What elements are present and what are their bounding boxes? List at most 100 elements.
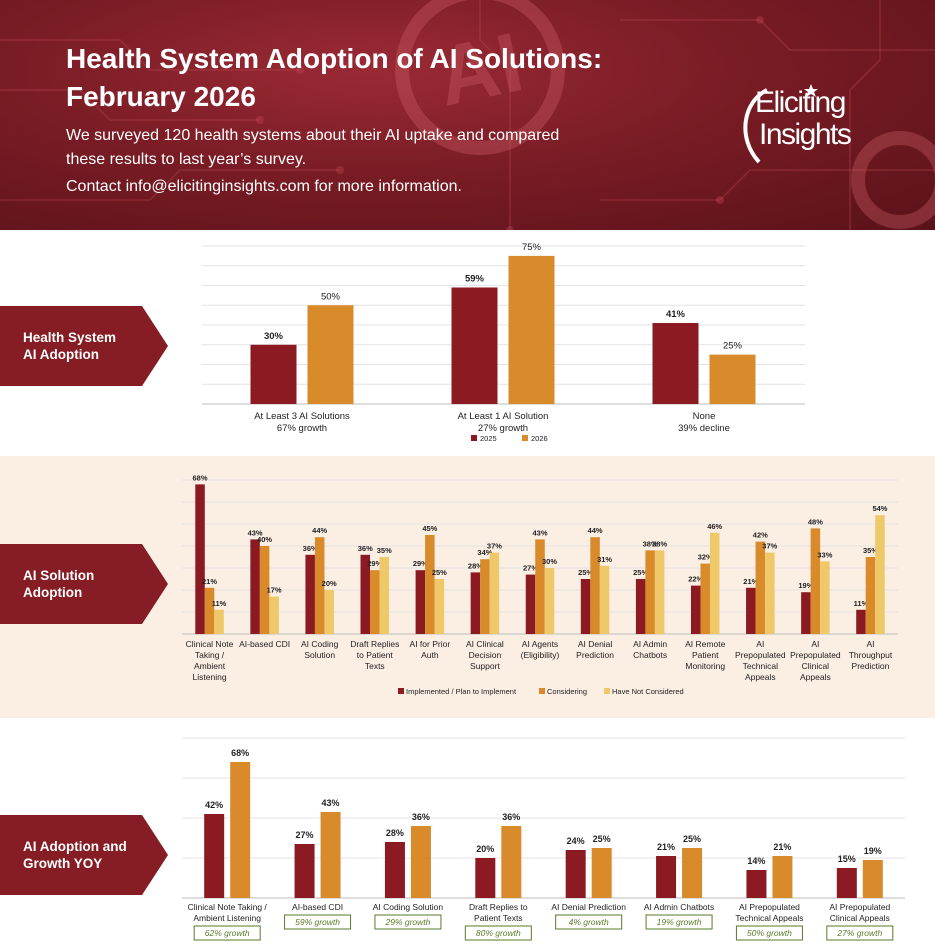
data-label: 25% xyxy=(578,568,593,577)
tag-arrow-shape xyxy=(0,815,168,895)
bar-Considering xyxy=(480,559,490,634)
bar-Considering xyxy=(314,537,325,634)
category-label: AI Coding Solution xyxy=(373,902,444,912)
category-label: Prepopulated xyxy=(790,650,841,660)
legend-label: Have Not Considered xyxy=(612,687,684,696)
data-label: 30% xyxy=(264,331,284,342)
category-label: AI Denial Prediction xyxy=(551,902,626,912)
bar-Considering xyxy=(865,557,876,634)
growth-badge xyxy=(374,914,442,930)
data-label: 50% xyxy=(321,291,341,302)
data-label: 42% xyxy=(205,800,223,810)
bar-2025 xyxy=(475,858,496,898)
bar-Have Not Considered xyxy=(269,596,279,634)
bar-Implemented / Plan to Implement xyxy=(746,587,756,634)
bar-Have Not Considered xyxy=(654,550,665,634)
logo-arc-icon xyxy=(743,84,818,164)
data-label: 27% xyxy=(523,564,538,573)
growth-badge-label: 80% growth xyxy=(476,928,521,938)
category-label: At Least 1 AI Solution xyxy=(458,411,549,422)
data-label: 41% xyxy=(666,309,686,320)
bar-Have Not Considered xyxy=(820,561,830,634)
data-label: 33% xyxy=(817,550,832,559)
logo-text-line-2: Insights xyxy=(759,118,852,151)
category-label: Monitoring xyxy=(685,661,725,671)
growth-badge xyxy=(645,914,713,930)
category-label: Ambient Listening xyxy=(193,913,261,923)
data-label: 45% xyxy=(422,524,437,533)
bar-2026 xyxy=(682,848,703,898)
category-label: AI Prepopulated xyxy=(739,902,800,912)
category-label: AI Agents xyxy=(522,639,558,649)
growth-badge-label: 62% growth xyxy=(205,928,250,938)
bar-Considering xyxy=(204,587,215,634)
category-subcaption: 27% growth xyxy=(478,423,528,434)
bar-2025 xyxy=(656,856,677,898)
category-label: Listening xyxy=(193,672,227,682)
bar-Considering xyxy=(259,546,270,634)
growth-badge-label: 19% growth xyxy=(657,917,702,927)
data-label: 43% xyxy=(322,798,340,808)
category-label: Prediction xyxy=(852,661,890,671)
category-label: Taking / xyxy=(195,650,225,660)
category-label: AI for Prior xyxy=(410,639,451,649)
bar-2026 xyxy=(772,856,793,898)
bar-2025 xyxy=(565,850,586,898)
data-label: 35% xyxy=(377,546,392,555)
bar-2025 xyxy=(204,814,225,898)
category-label: Ambient xyxy=(194,661,226,671)
circuit-background: AI xyxy=(0,0,935,230)
data-label: 36% xyxy=(412,812,430,822)
category-label: to Patient xyxy=(357,650,394,660)
bar-2026 xyxy=(307,305,354,404)
tag-arrow-shape xyxy=(0,544,168,624)
bar-Considering xyxy=(645,550,655,634)
data-label: 68% xyxy=(193,473,208,482)
eliciting-insights-logo: Eliciting Insights xyxy=(735,78,885,168)
data-label: 36% xyxy=(303,544,318,553)
contact-text: Contact info@elicitinginsights.com for m… xyxy=(66,178,462,195)
data-label: 25% xyxy=(593,834,611,844)
category-subcaption: 39% decline xyxy=(678,423,730,434)
category-label: Appeals xyxy=(745,672,776,682)
page-title: Health System Adoption of AI Solutions: … xyxy=(66,40,726,116)
bar-2025 xyxy=(836,868,857,898)
data-label: 35% xyxy=(863,546,878,555)
data-label: 25% xyxy=(432,568,447,577)
data-label: 46% xyxy=(707,522,722,531)
bar-2026 xyxy=(508,255,555,404)
growth-chart: 42% 68% Clinical Note Taking /Ambient List… xyxy=(182,737,905,941)
page-subtitle: We surveyed 120 health systems about the… xyxy=(66,124,666,172)
category-label: AI-based CDI xyxy=(292,902,343,912)
data-label: 30% xyxy=(542,557,557,566)
title-line-1: Health System Adoption of AI Solutions: xyxy=(66,43,603,74)
logo-text-line-1: Eliciting xyxy=(755,86,846,119)
data-label: 21% xyxy=(743,577,758,586)
category-label: Clinical Note Taking / xyxy=(188,902,268,912)
svg-text:AI: AI xyxy=(429,14,531,123)
category-label: At Least 3 AI Solutions xyxy=(254,411,350,422)
growth-badge-label: 50% growth xyxy=(747,928,792,938)
legend-swatch-2026 xyxy=(522,435,528,441)
data-label: 36% xyxy=(358,544,373,553)
category-label: AI xyxy=(866,639,874,649)
growth-badge-label: 4% growth xyxy=(569,917,609,927)
data-label: 42% xyxy=(753,531,768,540)
bar-2026 xyxy=(862,860,883,898)
data-label: 44% xyxy=(588,526,603,535)
bar-Considering xyxy=(755,541,766,634)
bar-Have Not Considered xyxy=(599,565,610,634)
bar-2025 xyxy=(652,323,699,404)
bar-Implemented / Plan to Implement xyxy=(250,539,260,634)
legend-swatch-implemented-plan-to-implement xyxy=(398,688,404,694)
category-label: AI Remote xyxy=(685,639,725,649)
legend-label: Considering xyxy=(547,687,587,696)
category-label: Solution xyxy=(304,650,335,660)
data-label: 20% xyxy=(476,844,494,854)
bar-Considering xyxy=(810,528,821,634)
bar-Implemented / Plan to Implement xyxy=(360,554,371,634)
bar-Implemented / Plan to Implement xyxy=(525,574,536,634)
data-label: 19% xyxy=(864,846,882,856)
category-label: AI Prepopulated xyxy=(829,902,890,912)
